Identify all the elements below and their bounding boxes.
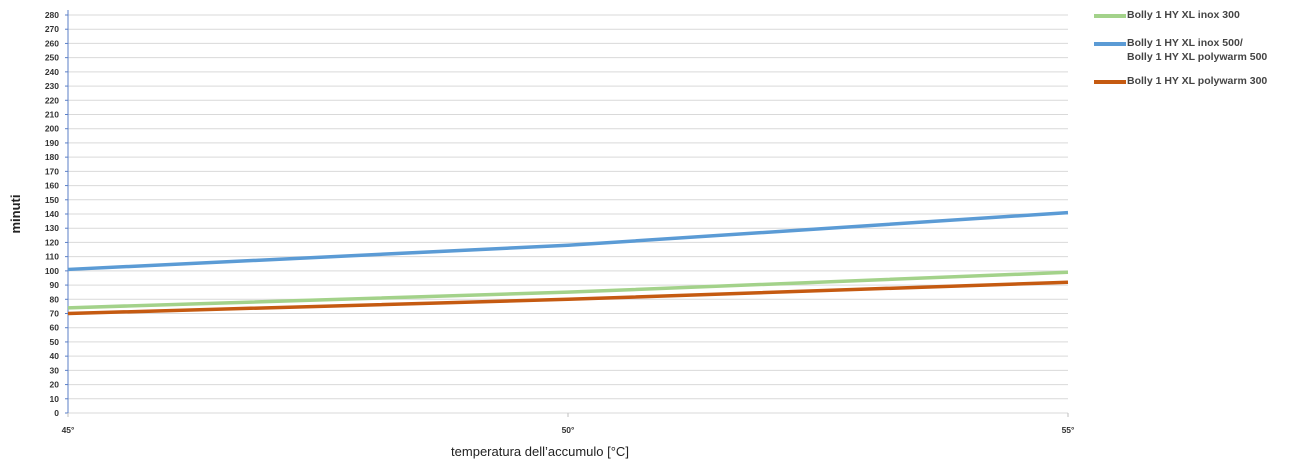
x-tick-label: 45° xyxy=(62,425,75,435)
y-tick-label: 30 xyxy=(50,365,60,375)
y-tick-label: 190 xyxy=(45,138,59,148)
x-axis-title: temperatura dell’accumulo [°C] xyxy=(451,444,629,459)
legend-item: Bolly 1 HY XL inox 500/ Bolly 1 HY XL po… xyxy=(1094,36,1290,64)
series-line-1 xyxy=(67,270,1069,310)
y-tick-label: 280 xyxy=(45,10,59,20)
y-tick-label: 70 xyxy=(50,309,60,319)
y-tick-label: 230 xyxy=(45,81,59,91)
legend-item: Bolly 1 HY XL polywarm 300 xyxy=(1094,74,1290,88)
legend-swatch xyxy=(1094,42,1126,46)
y-tick-label: 270 xyxy=(45,24,59,34)
y-tick-label: 250 xyxy=(45,53,59,63)
y-tick-label: 180 xyxy=(45,152,59,162)
y-tick-label: 160 xyxy=(45,181,59,191)
y-tick-label: 130 xyxy=(45,223,59,233)
y-tick-label: 80 xyxy=(50,294,60,304)
y-tick-label: 40 xyxy=(50,351,60,361)
y-tick-label: 110 xyxy=(45,252,59,262)
series-line-3 xyxy=(67,280,1069,316)
legend-label: Bolly 1 HY XL inox 500/ Bolly 1 HY XL po… xyxy=(1127,37,1268,63)
y-tick-label: 210 xyxy=(45,110,59,120)
x-tick-label: 55° xyxy=(1062,425,1075,435)
y-tick-label: 10 xyxy=(50,394,60,404)
y-tick-label: 50 xyxy=(50,337,60,347)
y-tick-label: 150 xyxy=(45,195,59,205)
y-tick-label: 240 xyxy=(45,67,59,77)
legend-label: Bolly 1 HY XL inox 300 xyxy=(1127,9,1240,21)
legend-swatch xyxy=(1094,14,1126,18)
y-tick-label: 20 xyxy=(50,380,60,390)
y-axis-title: minuti xyxy=(8,195,23,234)
y-tick-label: 90 xyxy=(50,280,60,290)
y-tick-label: 120 xyxy=(45,237,59,247)
y-tick-label: 140 xyxy=(45,209,59,219)
y-tick-label: 200 xyxy=(45,124,59,134)
y-tick-label: 60 xyxy=(50,323,60,333)
x-tick-label: 50° xyxy=(562,425,575,435)
y-tick-label: 260 xyxy=(45,38,59,48)
legend: Bolly 1 HY XL inox 300 Bolly 1 HY XL inox… xyxy=(1094,8,1290,102)
y-tick-label: 170 xyxy=(45,166,59,176)
y-tick-label: 100 xyxy=(45,266,59,276)
y-tick-label: 0 xyxy=(54,408,59,418)
legend-swatch xyxy=(1094,80,1126,84)
legend-item: Bolly 1 HY XL inox 300 xyxy=(1094,8,1290,22)
line-chart: 0 10 20 30 40 50 60 70 80 90 100 110 120 130 140 150 160… xyxy=(8,10,1075,459)
legend-label: Bolly 1 HY XL polywarm 300 xyxy=(1127,75,1268,87)
series-line-2 xyxy=(67,210,1069,272)
y-tick-label: 220 xyxy=(45,95,59,105)
